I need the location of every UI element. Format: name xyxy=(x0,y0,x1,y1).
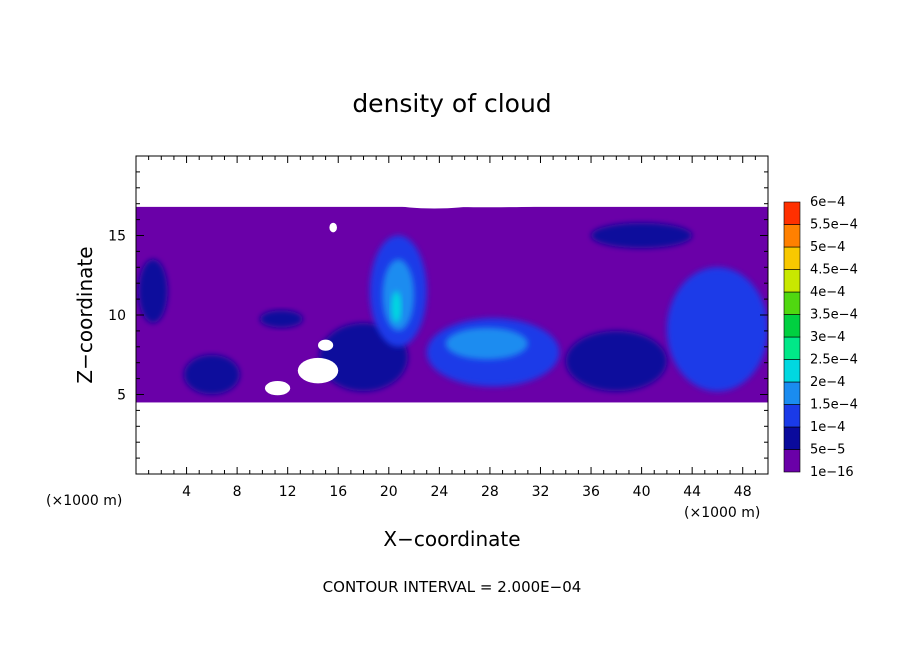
colorbar-label: 1e−4 xyxy=(810,420,845,435)
x-tick-label: 16 xyxy=(329,484,347,500)
colorbar-swatch xyxy=(783,246,801,270)
colorbar: 1e−16 5e−5 1e−4 1.5e−4 2e−4 2.5e−4 3e−4 3.5e−4 4… xyxy=(783,195,858,480)
colorbar-swatch xyxy=(783,291,801,315)
colorbar-swatch xyxy=(783,314,801,338)
field-region-blob-e xyxy=(666,267,768,392)
colorbar-swatch xyxy=(783,269,801,293)
field-region-blob-top xyxy=(591,222,693,249)
x-tick-label: 36 xyxy=(582,484,600,500)
clear-sky-gaps xyxy=(264,202,547,396)
x-tick-label: 32 xyxy=(532,484,550,500)
field-region-core-20-peak xyxy=(391,291,402,323)
colorbar-label: 5e−5 xyxy=(810,443,845,458)
contour-interval-note: CONTOUR INTERVAL = 2.000E−04 xyxy=(323,578,582,596)
clear-gap-6 xyxy=(329,222,337,233)
x-tick-label: 12 xyxy=(279,484,297,500)
colorbar-label: 1e−16 xyxy=(810,465,854,480)
x-axis-ticks: 4 8 12 16 20 24 28 32 36 40 44 48 xyxy=(148,156,756,500)
colorbar-swatch xyxy=(783,201,801,225)
y-unit-label: (×1000 m) xyxy=(46,493,122,509)
y-tick-label: 10 xyxy=(108,308,126,324)
colorbar-swatch xyxy=(783,404,801,428)
colorbar-label: 5e−4 xyxy=(810,240,845,255)
x-tick-label: 20 xyxy=(380,484,398,500)
colorbar-label: 5.5e−4 xyxy=(810,218,858,233)
colorbar-label: 4.5e−4 xyxy=(810,263,858,278)
colorbar-label: 2e−4 xyxy=(810,375,845,390)
x-unit-label: (×1000 m) xyxy=(684,505,760,521)
x-tick-label: 24 xyxy=(430,484,448,500)
x-axis-label: X−coordinate xyxy=(383,527,520,551)
clear-gap-2 xyxy=(264,380,291,396)
field-region-blob-38 xyxy=(565,330,667,392)
x-tick-label: 48 xyxy=(734,484,752,500)
colorbar-swatch xyxy=(783,336,801,360)
field-region-blob-3 xyxy=(184,354,240,395)
y-tick-label: 5 xyxy=(117,388,126,404)
colorbar-label: 1.5e−4 xyxy=(810,398,858,413)
x-tick-label: 40 xyxy=(633,484,651,500)
colorbar-swatch xyxy=(783,381,801,405)
colorbar-label: 3.5e−4 xyxy=(810,308,858,323)
colorbar-label: 2.5e−4 xyxy=(810,353,858,368)
colorbar-label: 4e−4 xyxy=(810,285,845,300)
field-region-blob-26-inner xyxy=(445,327,528,360)
colorbar-swatch xyxy=(783,426,801,450)
colorbar-swatch xyxy=(783,359,801,383)
density-field xyxy=(136,206,768,403)
x-tick-label: 28 xyxy=(481,484,499,500)
x-tick-label: 8 xyxy=(233,484,242,500)
colorbar-swatch xyxy=(783,449,801,473)
colorbar-swatch xyxy=(783,224,801,248)
y-tick-label: 15 xyxy=(108,229,126,245)
clear-gap-3 xyxy=(318,339,334,351)
x-tick-label: 44 xyxy=(683,484,701,500)
field-region-blob-w xyxy=(138,259,168,323)
chart-title: density of cloud xyxy=(352,89,551,118)
field-region-blob-10 xyxy=(259,310,303,328)
y-axis-ticks: 5 10 15 xyxy=(108,171,768,459)
colorbar-label: 6e−4 xyxy=(810,195,845,210)
x-tick-label: 4 xyxy=(182,484,191,500)
clear-gap-5 xyxy=(433,203,547,208)
clear-gap-1 xyxy=(297,357,339,384)
colorbar-label: 3e−4 xyxy=(810,330,845,345)
y-axis-label: Z−coordinate xyxy=(73,246,97,383)
